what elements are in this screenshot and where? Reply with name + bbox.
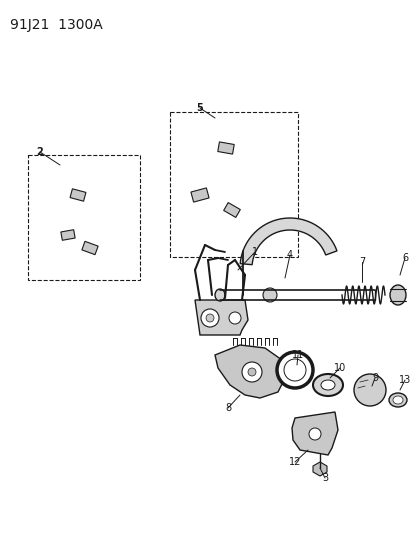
Text: 8: 8 <box>224 403 230 413</box>
Text: 9: 9 <box>371 373 377 383</box>
Circle shape <box>228 312 240 324</box>
Text: 6: 6 <box>401 253 407 263</box>
Polygon shape <box>217 142 234 154</box>
Polygon shape <box>61 230 75 240</box>
Ellipse shape <box>214 289 224 301</box>
Circle shape <box>201 309 218 327</box>
Text: 5: 5 <box>196 103 203 113</box>
Polygon shape <box>82 241 98 255</box>
Ellipse shape <box>312 374 342 396</box>
Ellipse shape <box>389 285 405 305</box>
Bar <box>170 112 297 257</box>
Text: 7: 7 <box>358 257 364 267</box>
Ellipse shape <box>392 396 402 404</box>
Circle shape <box>308 428 320 440</box>
Ellipse shape <box>283 359 305 381</box>
Text: 11: 11 <box>291 350 304 360</box>
Text: 10: 10 <box>333 363 345 373</box>
Polygon shape <box>240 218 336 265</box>
Text: 3: 3 <box>321 473 327 483</box>
Text: 91J21  1300A: 91J21 1300A <box>10 18 102 32</box>
Circle shape <box>262 288 276 302</box>
Circle shape <box>247 368 255 376</box>
Bar <box>28 155 140 280</box>
Polygon shape <box>223 203 240 217</box>
Polygon shape <box>291 412 337 455</box>
Text: 13: 13 <box>398 375 410 385</box>
Text: 12: 12 <box>288 457 301 467</box>
Polygon shape <box>312 462 326 476</box>
Polygon shape <box>214 345 284 398</box>
Polygon shape <box>195 300 247 335</box>
Text: 2: 2 <box>36 147 43 157</box>
Text: 1: 1 <box>252 247 257 257</box>
Circle shape <box>206 314 214 322</box>
Circle shape <box>242 362 261 382</box>
Polygon shape <box>190 188 209 202</box>
Ellipse shape <box>388 393 406 407</box>
Text: 4: 4 <box>286 250 292 260</box>
Ellipse shape <box>320 380 334 390</box>
Polygon shape <box>70 189 86 201</box>
Circle shape <box>353 374 385 406</box>
Ellipse shape <box>276 352 312 388</box>
